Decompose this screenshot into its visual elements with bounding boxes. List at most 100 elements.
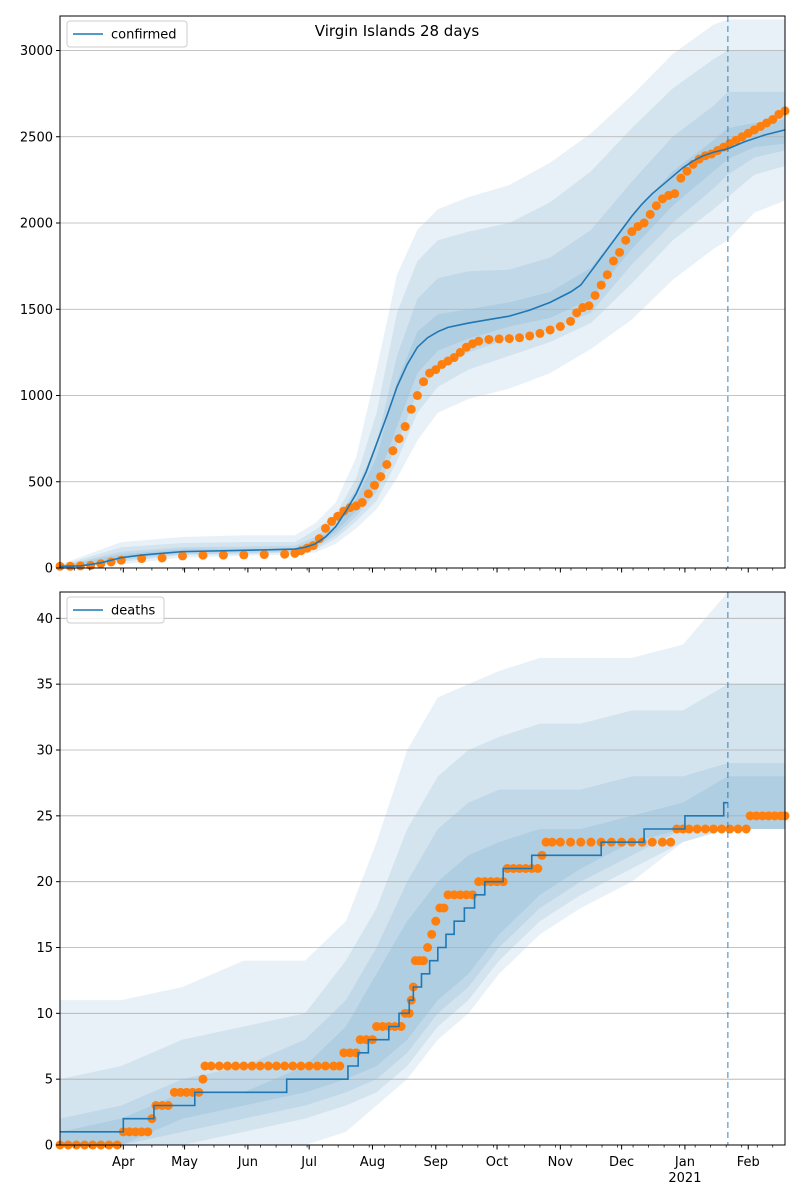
- deaths-observed-point: [198, 1074, 208, 1084]
- confirmed-plot-frame: [59, 15, 786, 569]
- confirmed-observed-point: [178, 551, 188, 561]
- deaths-legend: deaths: [66, 596, 165, 624]
- deaths-observed-point: [222, 1061, 232, 1071]
- deaths-observed-point: [741, 824, 751, 834]
- deaths-x-tick-label: Aug: [360, 1155, 385, 1170]
- confirmed-observed-point: [584, 301, 594, 311]
- deaths-observed-point: [725, 824, 735, 834]
- confirmed-legend-box: [66, 20, 188, 48]
- deaths-observed-point: [666, 837, 676, 847]
- confirmed-y-tick-label: 0: [45, 562, 53, 577]
- deaths-band-0: [60, 592, 785, 1145]
- deaths-model-line-group: [60, 801, 728, 1133]
- confirmed-observed-point: [314, 534, 324, 544]
- deaths-y-tick-label: 25: [36, 809, 53, 824]
- deaths-gridlines: [60, 617, 785, 1146]
- confirmed-observed-point: [535, 328, 545, 338]
- confirmed-model-line-group: [59, 129, 786, 568]
- deaths-y-tick-label: 30: [36, 744, 53, 759]
- confirmed-observed-point: [239, 550, 249, 560]
- deaths-y-tick-label: 0: [45, 1139, 53, 1154]
- deaths-observed-point: [717, 824, 727, 834]
- confirmed-observed-point: [768, 115, 778, 124]
- confirmed-observed-point: [545, 325, 555, 335]
- confirmed-observed-point: [333, 511, 343, 521]
- confirmed-legend-label: confirmed: [111, 28, 177, 43]
- confirmed-observed-point: [596, 280, 606, 290]
- deaths-plot-frame: [59, 591, 786, 1146]
- deaths-x-tick-label: Sep: [424, 1155, 449, 1170]
- confirmed-observed-point: [376, 472, 386, 482]
- deaths-observed-point: [427, 929, 437, 939]
- confirmed-observed-point: [515, 333, 525, 343]
- deaths-observed-point: [586, 837, 596, 847]
- figure-title: Virgin Islands 28 days: [315, 22, 480, 40]
- confirmed-y-tick-label: 1000: [20, 389, 53, 404]
- deaths-x-tick-label: Feb: [737, 1155, 760, 1170]
- confirmed-observed-point: [198, 550, 208, 560]
- confirmed-band-2: [60, 91, 785, 569]
- deaths-y-tick-label: 5: [45, 1073, 53, 1088]
- confirmed-observed-point: [449, 353, 459, 363]
- confirmed-observed-point: [474, 336, 484, 346]
- deaths-y-tick-label: 40: [36, 612, 53, 627]
- confirmed-y-tick-label: 2000: [20, 217, 53, 232]
- deaths-y-tick-label: 15: [36, 941, 53, 956]
- deaths-observed-point: [312, 1061, 322, 1071]
- deaths-observed-point: [684, 824, 694, 834]
- confirmed-observed-point: [400, 422, 410, 432]
- deaths-observed-point: [423, 943, 433, 952]
- deaths-observed-point: [320, 1061, 330, 1071]
- confirmed-observed-point: [494, 334, 504, 344]
- confirmed-observed-point: [259, 550, 269, 560]
- confirmed-panel: 0 500 1000 1500 2000 2500 3000 confirmed: [20, 15, 790, 577]
- deaths-y-axis: 0 5 10 15 20 25 30 35 40: [36, 612, 60, 1154]
- deaths-legend-label: deaths: [111, 604, 156, 619]
- deaths-observed-point: [214, 1061, 224, 1071]
- deaths-x-tick-label: Jan: [674, 1155, 695, 1170]
- confirmed-observed-point: [615, 247, 625, 257]
- deaths-observed-point: [239, 1061, 249, 1071]
- confirmed-observed-point: [320, 523, 330, 533]
- deaths-observed-point: [304, 1061, 314, 1071]
- confirmed-observed-point: [484, 334, 494, 344]
- deaths-observed-point: [419, 956, 429, 966]
- confirmed-observed-point: [280, 549, 290, 559]
- confirmed-y-tick-label: 2500: [20, 130, 53, 145]
- confirmed-observed-point: [555, 322, 565, 331]
- confirmed-observed-point: [394, 434, 404, 444]
- deaths-x-tick-label: Nov: [548, 1155, 574, 1170]
- confirmed-observed-point: [218, 550, 228, 560]
- deaths-panel: 0 5 10 15 20 25 30 35 40 Apr May Jun Jul Aug Sep Oct No…: [36, 591, 790, 1186]
- deaths-observed-point: [296, 1061, 306, 1071]
- deaths-observed-point: [247, 1061, 257, 1071]
- confirmed-observed-point: [382, 460, 392, 469]
- confirmed-observed-point: [388, 446, 398, 456]
- deaths-observed-point: [280, 1061, 290, 1071]
- confirmed-observed-point: [639, 218, 649, 228]
- confirmed-observed-point: [419, 377, 429, 387]
- confirmed-model-line: [59, 129, 786, 568]
- deaths-observed-point: [288, 1061, 298, 1071]
- deaths-observed-point: [206, 1061, 216, 1071]
- deaths-x-tick-label: Jun: [237, 1155, 258, 1170]
- confirmed-observed-point: [602, 270, 612, 280]
- confirmed-observed-point: [566, 316, 576, 326]
- confirmed-observed-point: [608, 256, 618, 266]
- confirmed-observed-point: [357, 497, 367, 507]
- confirmed-observed-point: [682, 166, 692, 176]
- deaths-x-tick-year-label: 2021: [668, 1171, 701, 1186]
- deaths-observed-point: [657, 837, 667, 847]
- deaths-observed-point: [700, 824, 710, 834]
- deaths-y-tick-label: 35: [36, 678, 53, 693]
- deaths-observed-point: [709, 824, 719, 834]
- deaths-band-1: [60, 684, 785, 1145]
- deaths-observed-point: [533, 864, 543, 873]
- deaths-observed-point: [555, 837, 565, 847]
- confirmed-y-tick-label: 500: [28, 475, 53, 490]
- confirmed-observed-point: [590, 290, 600, 300]
- confirmed-observed-point: [504, 334, 514, 344]
- deaths-x-tick-label: Dec: [609, 1155, 634, 1170]
